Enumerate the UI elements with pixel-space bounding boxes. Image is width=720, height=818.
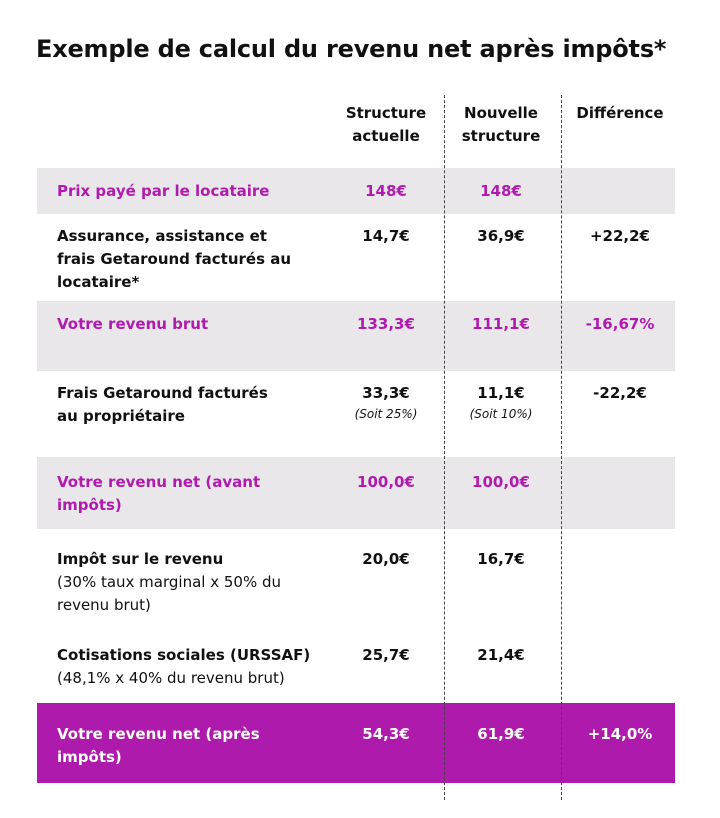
header-difference: Différence — [576, 104, 664, 122]
row-band-gross-income — [37, 301, 675, 371]
page-title: Exemple de calcul du revenu net après im… — [36, 35, 667, 63]
row-value-new: 21,4€ — [477, 646, 525, 664]
row-value-difference: +14,0% — [587, 725, 653, 743]
row-value-current: 33,3€ — [362, 384, 410, 402]
row-value-new: 61,9€ — [477, 725, 525, 743]
row-label-income-tax-group: Impôt sur le revenu (30% taux marginal x… — [57, 548, 292, 617]
column-divider-1 — [444, 95, 445, 800]
row-value-new: 100,0€ — [472, 473, 530, 491]
row-label-rent-price: Prix payé par le locataire — [57, 182, 270, 200]
row-value-difference: -22,2€ — [593, 384, 647, 402]
row-sublabel-income-tax: (30% taux marginal x 50% du revenu brut) — [57, 573, 281, 614]
row-value-new-group: 11,1€ (Soit 10%) — [446, 382, 556, 423]
row-value-new: 16,7€ — [477, 550, 525, 568]
row-label-social-contributions: Cotisations sociales (URSSAF) — [57, 646, 311, 664]
row-value-current: 14,7€ — [362, 227, 410, 245]
row-value-current: 25,7€ — [362, 646, 410, 664]
row-note-current: (Soit 25%) — [354, 407, 418, 421]
row-value-current: 133,3€ — [357, 315, 415, 333]
row-label-owner-fees: Frais Getaround facturés au propriétaire — [57, 384, 268, 425]
row-label-social-contributions-group: Cotisations sociales (URSSAF) (48,1% x 4… — [57, 644, 327, 690]
row-value-current: 54,3€ — [362, 725, 410, 743]
header-new-structure: Nouvelle structure — [461, 104, 541, 145]
row-value-difference: -16,67% — [585, 315, 655, 333]
row-label-gross-income: Votre revenu brut — [57, 315, 209, 333]
row-band-net-after-tax — [37, 703, 675, 783]
row-value-new: 111,1€ — [472, 315, 530, 333]
row-value-current: 20,0€ — [362, 550, 410, 568]
column-divider-2 — [561, 95, 562, 800]
header-current-structure: Structure actuelle — [345, 104, 427, 145]
row-label-net-after-tax: Votre revenu net (après impôts) — [57, 725, 260, 766]
row-note-new: (Soit 10%) — [469, 407, 533, 421]
row-value-new: 36,9€ — [477, 227, 525, 245]
row-sublabel-social-contributions: (48,1% x 40% du revenu brut) — [57, 669, 285, 687]
row-value-new: 11,1€ — [477, 384, 525, 402]
row-band-net-before-tax — [37, 457, 675, 529]
row-label-income-tax: Impôt sur le revenu — [57, 550, 224, 568]
row-label-insurance-fees: Assurance, assistance et frais Getaround… — [57, 227, 292, 291]
row-value-current: 148€ — [365, 182, 407, 200]
row-value-new: 148€ — [480, 182, 522, 200]
row-label-net-before-tax: Votre revenu net (avant impôts) — [57, 473, 261, 514]
row-value-current-group: 33,3€ (Soit 25%) — [330, 382, 442, 423]
row-value-difference: +22,2€ — [589, 227, 650, 245]
row-band-rent-price — [37, 168, 675, 214]
row-value-current: 100,0€ — [357, 473, 415, 491]
